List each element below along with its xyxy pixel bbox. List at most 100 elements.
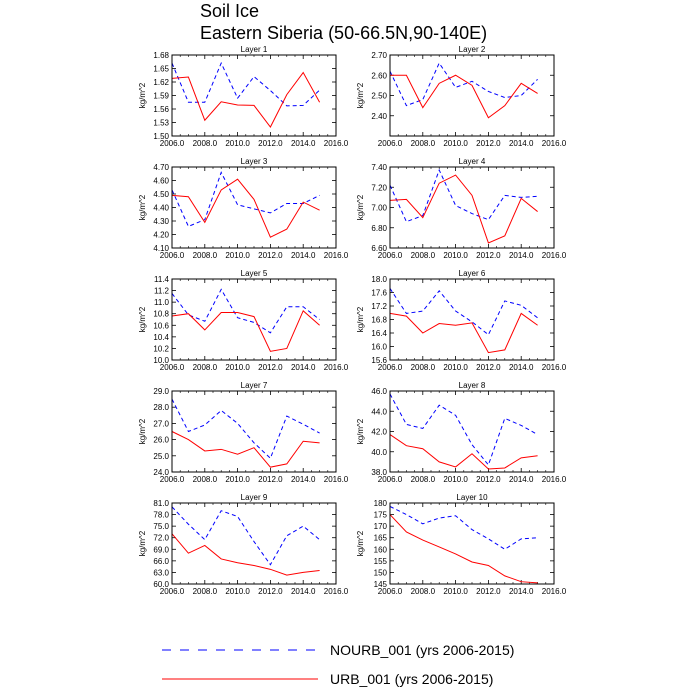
x-tick-label: 2006.0	[160, 587, 185, 596]
y-tick-label: 4.70	[153, 163, 169, 172]
x-tick-label: 2012.0	[476, 475, 501, 484]
plot-frame	[389, 166, 555, 249]
y-axis-label: kg/m^2	[356, 530, 365, 556]
y-tick-label: 42.0	[371, 428, 387, 437]
plot-frame	[389, 54, 555, 137]
x-tick-label: 2010.0	[225, 475, 250, 484]
y-tick-label: 17.2	[371, 302, 387, 311]
x-tick-label: 2014.0	[509, 251, 534, 260]
x-tick-label: 2008.0	[193, 251, 218, 260]
x-tick-label: 2012.0	[258, 587, 283, 596]
y-tick-label: 81.0	[153, 499, 169, 508]
x-tick-label: 2008.0	[193, 475, 218, 484]
x-tick-label: 2014.0	[291, 587, 316, 596]
x-tick-label: 2006.0	[378, 363, 403, 372]
x-tick-label: 2010.0	[225, 363, 250, 372]
series-line-urb	[389, 434, 538, 470]
y-tick-label: 1.50	[153, 132, 169, 141]
x-tick-label: 2012.0	[476, 363, 501, 372]
series-line-urb	[390, 74, 538, 119]
x-tick-label: 2014.0	[509, 363, 534, 372]
x-tick-label: 2010.0	[443, 251, 468, 260]
x-tick-label: 2014.0	[291, 251, 316, 260]
y-tick-label: 28.0	[153, 403, 169, 412]
y-tick-label: 16.4	[371, 329, 387, 338]
series-line-urb	[389, 174, 538, 244]
y-tick-label: 10.8	[153, 310, 169, 319]
y-tick-label: 60.0	[153, 580, 169, 589]
x-tick-label: 2012.0	[258, 363, 283, 372]
series-line-urb	[389, 312, 538, 354]
x-tick-label: 2008.0	[411, 475, 436, 484]
panel-title: Layer 6	[459, 269, 486, 278]
panel-title: Layer 7	[241, 381, 268, 390]
y-axis-label: kg/m^2	[138, 306, 147, 332]
x-tick-label: 2010.0	[225, 139, 250, 148]
y-tick-label: 1.62	[153, 78, 169, 87]
x-tick-label: 2016.0	[324, 251, 349, 260]
y-tick-label: 40.0	[371, 448, 387, 457]
x-tick-label: 2006.0	[160, 363, 185, 372]
y-tick-label: 15.6	[371, 356, 387, 365]
x-tick-label: 2008.0	[411, 363, 436, 372]
y-tick-label: 46.0	[371, 387, 387, 396]
x-tick-label: 2014.0	[291, 363, 316, 372]
y-tick-label: 2.70	[371, 51, 387, 60]
y-tick-label: 4.20	[153, 231, 169, 240]
y-tick-label: 175	[374, 511, 388, 520]
y-tick-label: 2.40	[371, 112, 387, 121]
y-tick-label: 6.60	[371, 244, 387, 253]
x-tick-label: 2008.0	[193, 139, 218, 148]
legend-label-urb: URB_001 (yrs 2006-2015)	[330, 671, 493, 687]
x-tick-label: 2012.0	[476, 251, 501, 260]
x-tick-label: 2010.0	[225, 251, 250, 260]
y-tick-label: 24.0	[153, 468, 169, 477]
x-tick-label: 2006.0	[378, 587, 403, 596]
y-tick-label: 26.0	[153, 436, 169, 445]
y-tick-label: 10.6	[153, 321, 169, 330]
panel-title: Layer 3	[241, 157, 268, 166]
x-tick-label: 2012.0	[258, 251, 283, 260]
y-tick-label: 7.00	[371, 204, 387, 213]
x-tick-label: 2006.0	[378, 139, 403, 148]
x-tick-label: 2016.0	[324, 475, 349, 484]
x-tick-label: 2006.0	[160, 475, 185, 484]
panel-title: Layer 10	[456, 493, 488, 502]
plot-frame	[171, 278, 337, 361]
y-tick-label: 4.60	[153, 177, 169, 186]
panel-layer-2: Layer 2 2006.0 2008.0 2010.0 2012.0 2014.0 201…	[356, 45, 567, 148]
x-tick-label: 2014.0	[291, 139, 316, 148]
x-tick-label: 2012.0	[476, 139, 501, 148]
x-tick-label: 2006.0	[160, 251, 185, 260]
y-tick-label: 4.10	[153, 244, 169, 253]
panels: Layer 1 2006.0 2008.0 2010.0 2012.0 2014.0 201…	[138, 45, 567, 596]
y-axis-label: kg/m^2	[138, 418, 147, 444]
x-tick-label: 2006.0	[378, 475, 403, 484]
y-axis-label: kg/m^2	[356, 306, 365, 332]
x-tick-label: 2008.0	[411, 251, 436, 260]
series-line-nourb	[389, 288, 538, 336]
series-line-urb	[171, 71, 321, 128]
plot-frame	[389, 278, 555, 361]
series-line-nourb	[389, 393, 538, 466]
x-tick-label: 2014.0	[509, 139, 534, 148]
panel-title: Layer 4	[459, 157, 486, 166]
x-tick-label: 2008.0	[193, 587, 218, 596]
y-axis-label: kg/m^2	[138, 530, 147, 556]
y-tick-label: 16.8	[371, 316, 387, 325]
x-tick-label: 2016.0	[542, 363, 567, 372]
y-tick-label: 155	[374, 557, 388, 566]
y-tick-label: 44.0	[371, 407, 387, 416]
figure-subtitle: Eastern Siberia (50-66.5N,90-140E)	[200, 23, 487, 43]
series-line-nourb	[389, 62, 538, 107]
y-tick-label: 4.40	[153, 204, 169, 213]
y-tick-label: 1.68	[153, 51, 169, 60]
x-tick-label: 2016.0	[324, 139, 349, 148]
y-axis-label: kg/m^2	[356, 82, 365, 108]
plot-frame	[171, 166, 337, 249]
y-tick-label: 150	[374, 568, 388, 577]
x-tick-label: 2016.0	[542, 475, 567, 484]
x-tick-label: 2008.0	[193, 363, 218, 372]
y-tick-label: 180	[374, 499, 388, 508]
y-tick-label: 10.0	[153, 356, 169, 365]
